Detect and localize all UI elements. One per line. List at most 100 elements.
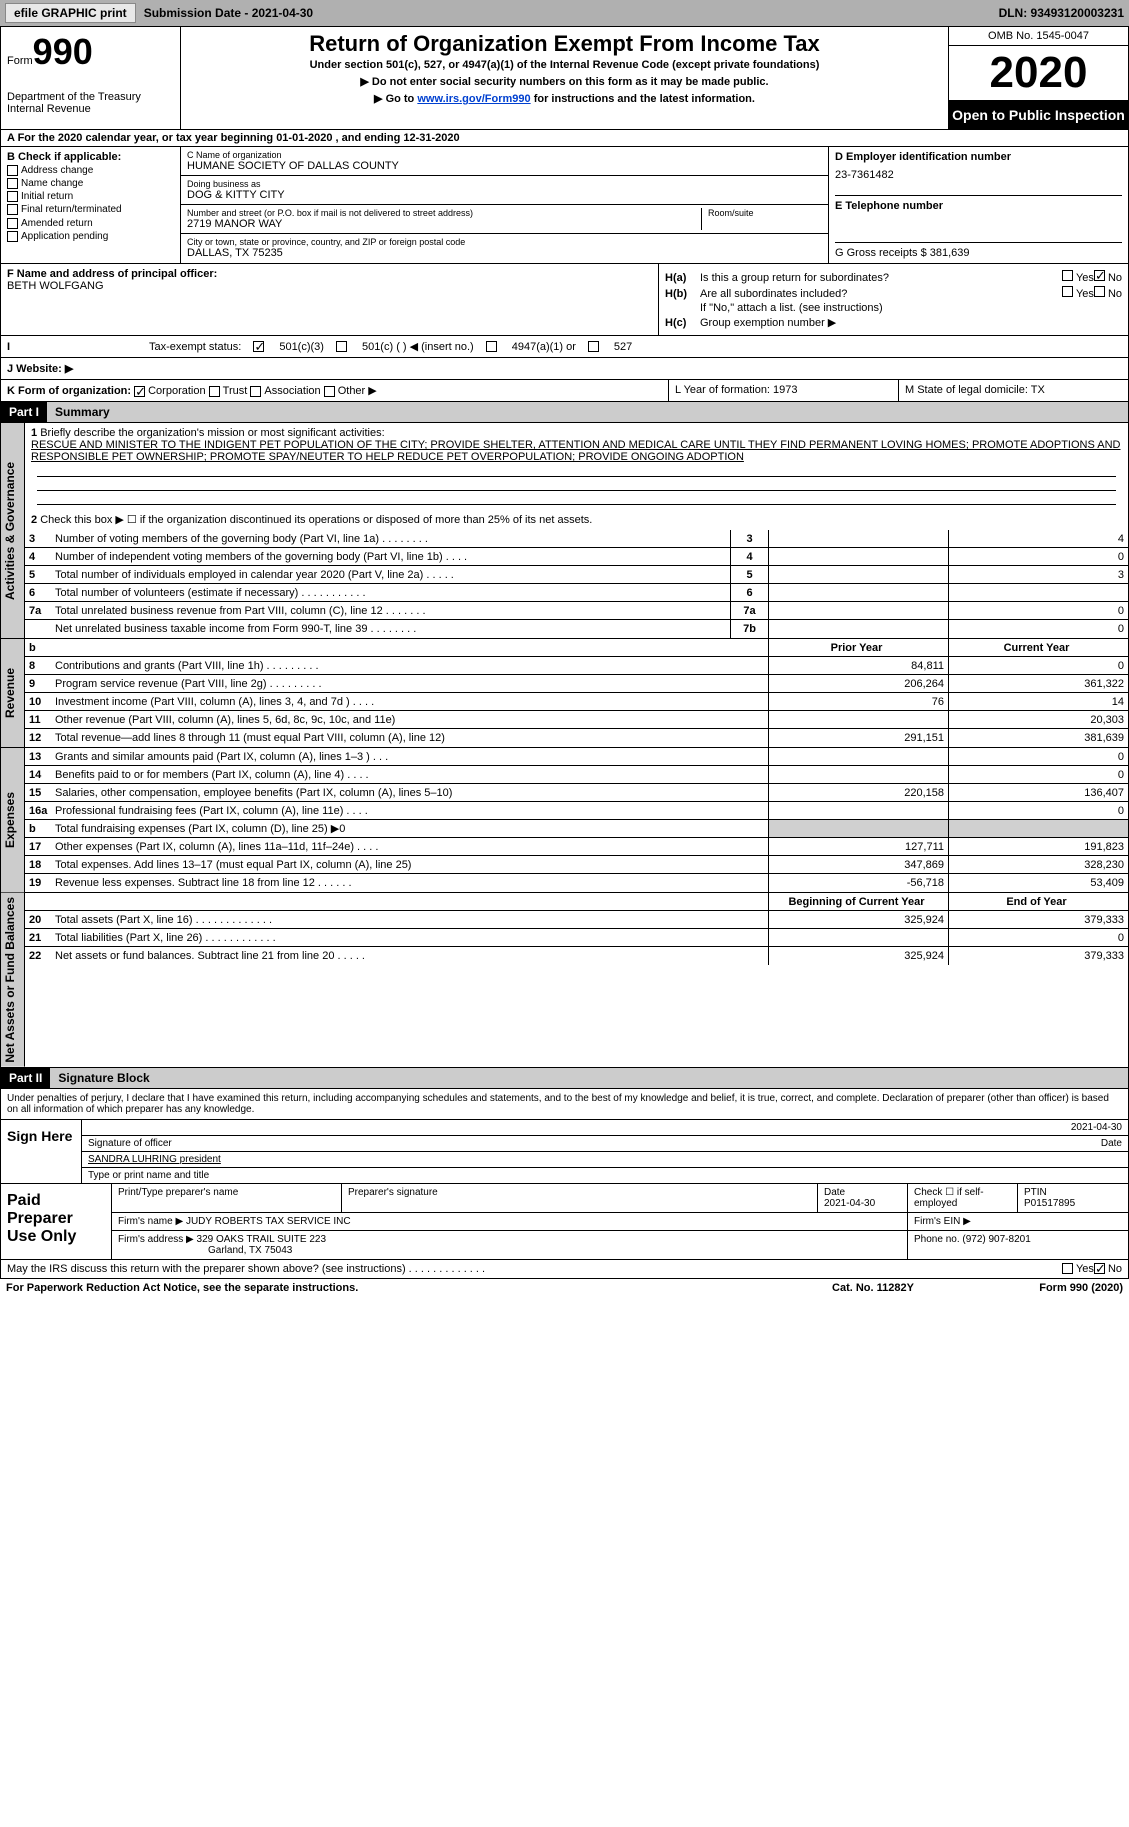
declaration: Under penalties of perjury, I declare th… [1, 1089, 1128, 1119]
toolbar: efile GRAPHIC print Submission Date - 20… [0, 0, 1129, 26]
paid-preparer-label: Paid Preparer Use Only [1, 1184, 111, 1259]
table-row: 7aTotal unrelated business revenue from … [25, 602, 1128, 620]
header-right: OMB No. 1545-0047 2020 Open to Public In… [948, 27, 1128, 129]
cb-4947[interactable] [486, 341, 497, 352]
section-k: K Form of organization: Corporation Trus… [1, 380, 668, 401]
part1-header: Part I Summary [0, 402, 1129, 423]
section-bc: B Check if applicable: Address change Na… [0, 147, 1129, 264]
sign-here-label: Sign Here [1, 1120, 81, 1183]
address: 2719 MANOR WAY [187, 218, 695, 230]
q2-text: Check this box ▶ ☐ if the organization d… [40, 514, 592, 526]
table-row: 6Total number of volunteers (estimate if… [25, 584, 1128, 602]
cb-ha-yes[interactable] [1062, 270, 1073, 281]
mission-block: 1 Briefly describe the organization's mi… [25, 423, 1128, 509]
section-klm: K Form of organization: Corporation Trus… [0, 380, 1129, 402]
dept-treasury: Department of the Treasury [7, 91, 174, 103]
cb-discuss-no[interactable] [1094, 1263, 1105, 1274]
firm-name: JUDY ROBERTS TAX SERVICE INC [186, 1216, 351, 1227]
city-state: DALLAS, TX 75235 [187, 247, 822, 259]
table-row: 19Revenue less expenses. Subtract line 1… [25, 874, 1128, 892]
cb-501c[interactable] [336, 341, 347, 352]
org-name: HUMANE SOCIETY OF DALLAS COUNTY [187, 160, 822, 172]
subtitle1: Under section 501(c), 527, or 4947(a)(1)… [187, 59, 942, 71]
form-footer: Form 990 (2020) [973, 1282, 1123, 1294]
table-row: 14Benefits paid to or for members (Part … [25, 766, 1128, 784]
website-row: J Website: ▶ [0, 358, 1129, 380]
efile-print-button[interactable]: efile GRAPHIC print [5, 3, 136, 23]
cat-no: Cat. No. 11282Y [773, 1282, 973, 1294]
table-row: 12Total revenue—add lines 8 through 11 (… [25, 729, 1128, 747]
section-c: C Name of organizationHUMANE SOCIETY OF … [181, 147, 828, 263]
section-b: B Check if applicable: Address change Na… [1, 147, 181, 263]
form-header: Form990 Department of the Treasury Inter… [0, 26, 1129, 130]
part1-revenue: Revenue bPrior YearCurrent Year 8Contrib… [0, 639, 1129, 748]
form-number: 990 [33, 31, 93, 72]
cb-name[interactable] [7, 178, 18, 189]
paid-preparer: Paid Preparer Use Only Print/Type prepar… [0, 1184, 1129, 1260]
table-row: 5Total number of individuals employed in… [25, 566, 1128, 584]
discuss-row: May the IRS discuss this return with the… [0, 1260, 1129, 1279]
sig-date: 2021-04-30 [1071, 1122, 1122, 1133]
cb-pending[interactable] [7, 231, 18, 242]
table-row: 9Program service revenue (Part VIII, lin… [25, 675, 1128, 693]
cb-final[interactable] [7, 204, 18, 215]
officer-signed: SANDRA LUHRING president [88, 1154, 221, 1165]
part1-netassets: Net Assets or Fund Balances Beginning of… [0, 893, 1129, 1068]
cb-corp[interactable] [134, 386, 145, 397]
state-domicile: M State of legal domicile: TX [898, 380, 1128, 401]
officer-name: BETH WOLFGANG [7, 280, 652, 292]
ptin: P01517895 [1024, 1198, 1075, 1209]
cb-initial[interactable] [7, 191, 18, 202]
cb-discuss-yes[interactable] [1062, 1263, 1073, 1274]
table-row: Net unrelated business taxable income fr… [25, 620, 1128, 638]
table-row: bTotal fundraising expenses (Part IX, co… [25, 820, 1128, 838]
table-row: 3Number of voting members of the governi… [25, 530, 1128, 548]
table-row: 22Net assets or fund balances. Subtract … [25, 947, 1128, 965]
b-label: B Check if applicable: [7, 151, 174, 163]
irs-label: Internal Revenue [7, 103, 174, 115]
mission-text: RESCUE AND MINISTER TO THE INDIGENT PET … [31, 439, 1120, 463]
table-row: 10Investment income (Part VIII, column (… [25, 693, 1128, 711]
subtitle2: ▶ Do not enter social security numbers o… [187, 75, 942, 88]
vtab-netassets: Net Assets or Fund Balances [1, 893, 25, 1067]
table-row: 18Total expenses. Add lines 13–17 (must … [25, 856, 1128, 874]
cb-hb-no[interactable] [1094, 286, 1105, 297]
cb-amended[interactable] [7, 218, 18, 229]
cb-trust[interactable] [209, 386, 220, 397]
cb-hb-yes[interactable] [1062, 286, 1073, 297]
part1-expenses: Expenses 13Grants and similar amounts pa… [0, 748, 1129, 893]
footer: For Paperwork Reduction Act Notice, see … [0, 1279, 1129, 1297]
cb-ha-no[interactable] [1094, 270, 1105, 281]
cb-other[interactable] [324, 386, 335, 397]
part2-header: Part II Signature Block [0, 1068, 1129, 1089]
table-row: 16aProfessional fundraising fees (Part I… [25, 802, 1128, 820]
section-h: H(a)Is this a group return for subordina… [658, 264, 1128, 335]
tax-status-row: I Tax-exempt status: 501(c)(3) 501(c) ( … [0, 336, 1129, 358]
dln: DLN: 93493120003231 [999, 6, 1124, 20]
table-row: 13Grants and similar amounts paid (Part … [25, 748, 1128, 766]
firm-phone: Phone no. (972) 907-8201 [908, 1231, 1128, 1259]
omb-number: OMB No. 1545-0047 [949, 27, 1128, 46]
part1-governance: Activities & Governance 1 Briefly descri… [0, 423, 1129, 639]
cb-501c3[interactable] [253, 341, 264, 352]
table-row: 4Number of independent voting members of… [25, 548, 1128, 566]
cb-527[interactable] [588, 341, 599, 352]
year-line: A For the 2020 calendar year, or tax yea… [0, 130, 1129, 147]
section-fgh: F Name and address of principal officer:… [0, 264, 1129, 336]
gross-receipts: G Gross receipts $ 381,639 [835, 242, 1122, 259]
cb-assoc[interactable] [250, 386, 261, 397]
form-title: Return of Organization Exempt From Incom… [187, 31, 942, 57]
ein: 23-7361482 [835, 169, 1122, 181]
header-left: Form990 Department of the Treasury Inter… [1, 27, 181, 129]
section-d: D Employer identification number 23-7361… [828, 147, 1128, 263]
vtab-revenue: Revenue [1, 639, 25, 747]
submission-date: Submission Date - 2021-04-30 [144, 6, 313, 20]
prep-date: 2021-04-30 [824, 1198, 875, 1209]
table-row: 17Other expenses (Part IX, column (A), l… [25, 838, 1128, 856]
year-formation: L Year of formation: 1973 [668, 380, 898, 401]
inspection-label: Open to Public Inspection [949, 101, 1128, 129]
table-row: 15Salaries, other compensation, employee… [25, 784, 1128, 802]
irs-link[interactable]: www.irs.gov/Form990 [417, 93, 530, 105]
cb-address[interactable] [7, 165, 18, 176]
subtitle3: ▶ Go to www.irs.gov/Form990 for instruct… [187, 92, 942, 105]
